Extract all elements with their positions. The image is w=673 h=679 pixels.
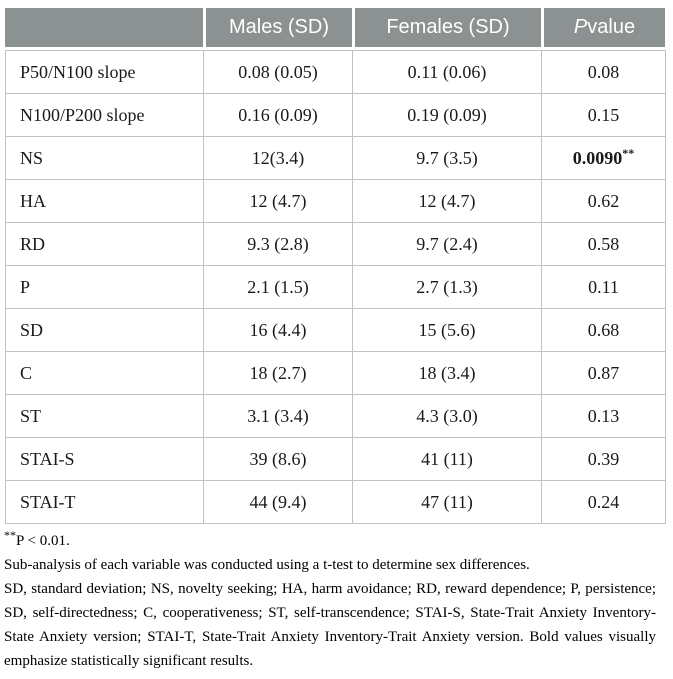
stats-table: Males (SD) Females (SD) P value P50/N100…	[5, 8, 666, 524]
p-value: 0.08	[541, 50, 666, 94]
table-row: SD 16 (4.4) 15 (5.6) 0.68	[5, 308, 666, 352]
males-value: 9.3 (2.8)	[203, 222, 353, 266]
header-males: Males (SD)	[203, 8, 352, 47]
males-value: 0.08 (0.05)	[203, 50, 353, 94]
males-value: 0.16 (0.09)	[203, 93, 353, 137]
males-value: 12(3.4)	[203, 136, 353, 180]
table-body: P50/N100 slope 0.08 (0.05) 0.11 (0.06) 0…	[5, 50, 666, 524]
pvalue-rest: value	[587, 16, 636, 38]
table-row: C 18 (2.7) 18 (3.4) 0.87	[5, 351, 666, 395]
table-row: HA 12 (4.7) 12 (4.7) 0.62	[5, 179, 666, 223]
p-value: 0.62	[541, 179, 666, 223]
p-value: 0.39	[541, 437, 666, 481]
row-label: NS	[5, 136, 204, 180]
males-value: 2.1 (1.5)	[203, 265, 353, 309]
table-row: P50/N100 slope 0.08 (0.05) 0.11 (0.06) 0…	[5, 50, 666, 94]
row-label: ST	[5, 394, 204, 438]
table-footnotes: **P < 0.01. Sub-analysis of each variabl…	[4, 529, 656, 673]
table-row: RD 9.3 (2.8) 9.7 (2.4) 0.58	[5, 222, 666, 266]
table-row: P 2.1 (1.5) 2.7 (1.3) 0.11	[5, 265, 666, 309]
females-value: 9.7 (3.5)	[352, 136, 542, 180]
males-value: 16 (4.4)	[203, 308, 353, 352]
females-value: 2.7 (1.3)	[352, 265, 542, 309]
males-value: 39 (8.6)	[203, 437, 353, 481]
footnote-method: Sub-analysis of each variable was conduc…	[4, 557, 530, 573]
header-blank-cell	[5, 8, 203, 47]
header-pvalue: P value	[541, 8, 665, 47]
row-label: HA	[5, 179, 204, 223]
females-value: 0.19 (0.09)	[352, 93, 542, 137]
table-row: ST 3.1 (3.4) 4.3 (3.0) 0.13	[5, 394, 666, 438]
females-value: 18 (3.4)	[352, 351, 542, 395]
footnote-significance: **P < 0.01.	[4, 528, 70, 549]
row-label: N100/P200 slope	[5, 93, 204, 137]
row-label: P50/N100 slope	[5, 50, 204, 94]
females-value: 47 (11)	[352, 480, 542, 524]
p-value: 0.58	[541, 222, 666, 266]
females-value: 12 (4.7)	[352, 179, 542, 223]
females-value: 41 (11)	[352, 437, 542, 481]
females-value: 15 (5.6)	[352, 308, 542, 352]
row-label: C	[5, 351, 204, 395]
table-row: N100/P200 slope 0.16 (0.09) 0.19 (0.09) …	[5, 93, 666, 137]
table-header-row: Males (SD) Females (SD) P value	[5, 8, 665, 47]
table-row: STAI-S 39 (8.6) 41 (11) 0.39	[5, 437, 666, 481]
males-value: 44 (9.4)	[203, 480, 353, 524]
p-value: 0.15	[541, 93, 666, 137]
row-label: RD	[5, 222, 204, 266]
males-value: 18 (2.7)	[203, 351, 353, 395]
table-row: STAI-T 44 (9.4) 47 (11) 0.24	[5, 480, 666, 524]
p-value: 0.11	[541, 265, 666, 309]
p-value: 0.87	[541, 351, 666, 395]
females-value: 9.7 (2.4)	[352, 222, 542, 266]
header-females: Females (SD)	[352, 8, 541, 47]
females-value: 0.11 (0.06)	[352, 50, 542, 94]
row-label: SD	[5, 308, 204, 352]
p-value-significant: 0.0090**	[541, 136, 666, 180]
males-value: 12 (4.7)	[203, 179, 353, 223]
row-label: STAI-S	[5, 437, 204, 481]
table-row: NS 12(3.4) 9.7 (3.5) 0.0090**	[5, 136, 666, 180]
females-value: 4.3 (3.0)	[352, 394, 542, 438]
row-label: STAI-T	[5, 480, 204, 524]
pvalue-italic-p: P	[573, 16, 588, 38]
footnote-abbreviations: SD, standard deviation; NS, novelty seek…	[4, 581, 656, 669]
p-value: 0.68	[541, 308, 666, 352]
row-label: P	[5, 265, 204, 309]
males-value: 3.1 (3.4)	[203, 394, 353, 438]
p-value: 0.24	[541, 480, 666, 524]
p-value: 0.13	[541, 394, 666, 438]
